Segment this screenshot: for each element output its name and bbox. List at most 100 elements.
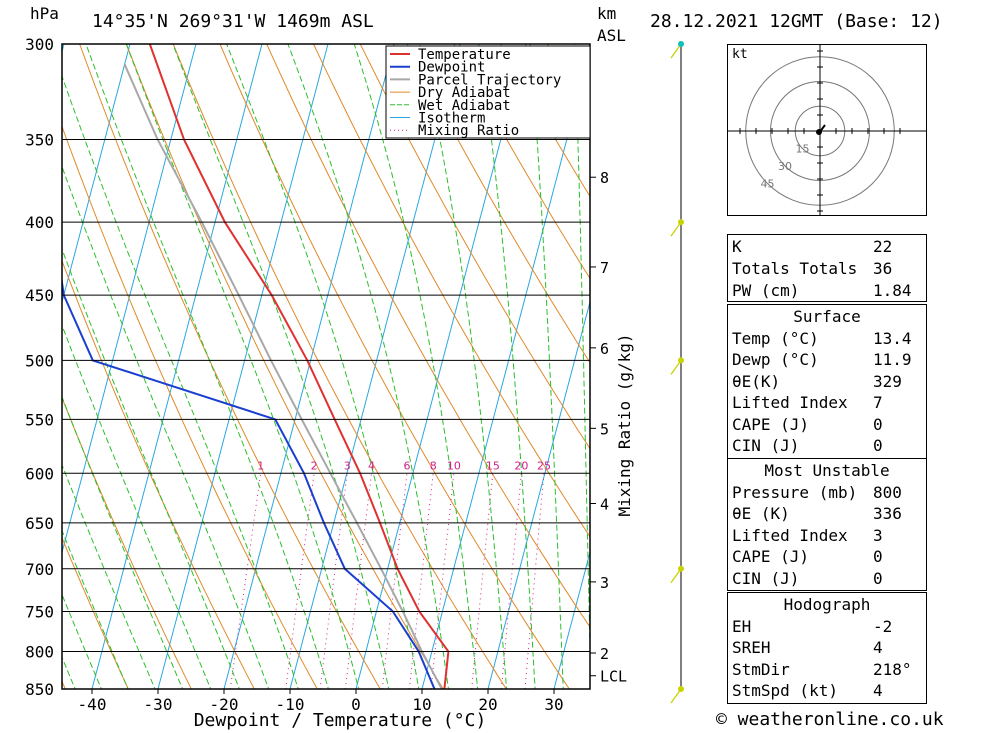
mixing-ratio-label: 4 (368, 459, 375, 472)
isotherm-line (289, 44, 461, 689)
km-tick-label: 3 (600, 574, 609, 592)
wet-adiabat-line (172, 44, 390, 689)
index-key: CAPE (J) (732, 547, 810, 566)
index-value: 11.9 (873, 350, 912, 369)
index-row: K 22 (732, 236, 922, 257)
dry-adiabat-line (219, 44, 570, 689)
index-value: 7 (873, 393, 883, 412)
plot-frame (61, 43, 591, 690)
legend-label: Dry Adiabat (418, 85, 511, 101)
hodograph-ring-label: 15 (795, 143, 809, 156)
pressure-tick-label: 550 (25, 410, 54, 429)
legend-label: Parcel Trajectory (418, 72, 561, 88)
wet-adiabat-line (62, 463, 156, 689)
wind-barb (670, 568, 682, 584)
dry-adiabat-line (172, 44, 507, 689)
wet-adiabat-line (226, 44, 420, 689)
index-row: CIN (J) 0 (732, 568, 922, 589)
mixing-ratio-line (408, 473, 434, 689)
isotherm-line (157, 44, 329, 689)
isotherm-line (487, 299, 590, 689)
legend-label: Temperature (418, 47, 511, 63)
dry-adiabat-line (406, 44, 590, 364)
index-value: 4 (873, 681, 883, 700)
dry-adiabat-line (62, 259, 255, 689)
dry-adiabat-line (453, 44, 590, 280)
wet-adiabat-line (353, 44, 479, 689)
index-key: PW (cm) (732, 281, 800, 300)
mixing-ratio-line (381, 473, 408, 689)
wet-adiabat-line (529, 44, 564, 689)
km-tick-label: 4 (600, 496, 609, 514)
index-value: 0 (873, 547, 883, 566)
location-title: 14°35'N 269°31'W 1469m ASL (92, 11, 374, 32)
surface-title: Surface (793, 307, 861, 326)
mixing-ratio-label: 25 (537, 459, 551, 472)
index-key: SREH (732, 638, 771, 657)
index-value: 0 (873, 415, 883, 434)
index-key: θE(K) (732, 372, 781, 391)
index-row: EH -2 (732, 616, 922, 637)
pressure-tick-label: 300 (25, 35, 54, 54)
index-value: 336 (873, 504, 902, 523)
mixing-ratio-line (430, 473, 455, 689)
index-row: Lifted Index 3 (732, 525, 922, 546)
pressure-tick-label: 450 (25, 286, 54, 305)
dry-adiabat-line (62, 536, 129, 689)
mixing-ratio-axis-title: Mixing Ratio (g/kg) (615, 333, 634, 516)
hodograph-table-title: Hodograph (783, 595, 871, 614)
copyright-link[interactable]: © weatheronline.co.uk (716, 709, 944, 730)
index-key: Lifted Index (732, 393, 848, 412)
isotherm-line (91, 44, 263, 689)
index-key: Temp (°C) (732, 329, 819, 348)
asl-axis-label: ASL (597, 26, 626, 45)
index-row: CAPE (J) 0 (732, 414, 922, 435)
wet-adiabat-line (62, 74, 299, 689)
index-row: CAPE (J) 0 (732, 546, 922, 567)
isotherm-line (62, 44, 197, 555)
index-value: 329 (873, 372, 902, 391)
isotherm-line (553, 550, 590, 689)
index-key: Lifted Index (732, 526, 848, 545)
index-value: 36 (873, 259, 893, 278)
wind-barb (670, 688, 682, 704)
index-row: StmSpd (kt) 4 (732, 680, 922, 701)
index-row: PW (cm) 1.84 (732, 280, 922, 301)
index-key: CIN (J) (732, 569, 800, 588)
wet-adiabat-line (62, 593, 102, 689)
index-key: CAPE (J) (732, 415, 810, 434)
hodograph-table: Hodograph EH -2 SREH 4 StmDir 218° StmSpd (… (727, 592, 927, 704)
wet-adiabat-line (62, 165, 270, 689)
index-key: K (732, 237, 742, 256)
mixing-ratio-label: 2 (311, 459, 318, 472)
legend-label: Dewpoint (418, 60, 485, 76)
x-tick-label: -10 (276, 695, 305, 714)
km-tick-label: 8 (600, 169, 609, 187)
mixing-ratio-label: 8 (430, 459, 437, 472)
index-key: θE (K) (732, 504, 790, 523)
most-unstable-title: Most Unstable (764, 461, 890, 480)
wet-adiabat-line (478, 44, 536, 689)
index-key: StmSpd (kt) (732, 681, 838, 700)
index-key: Pressure (mb) (732, 483, 858, 502)
index-row: θE (K) 336 (732, 503, 922, 524)
pressure-tick-label: 350 (25, 130, 54, 149)
wind-top-dot (678, 41, 684, 47)
index-key: CIN (J) (732, 436, 800, 455)
mixing-ratio-line (524, 473, 545, 689)
index-row: CIN (J) 0 (732, 435, 922, 456)
index-row: Temp (°C) 13.4 (732, 328, 922, 349)
dewpoint-line (62, 275, 436, 689)
wet-adiabat-line (85, 44, 329, 689)
index-row: Dewp (°C) 11.9 (732, 349, 922, 370)
index-value: 0 (873, 436, 883, 455)
mixing-ratio-label: 10 (447, 459, 461, 472)
index-key: Totals Totals (732, 259, 858, 278)
index-value: 218° (873, 660, 912, 679)
pressure-tick-label: 850 (25, 680, 54, 699)
km-tick-label: 5 (600, 420, 609, 438)
mixing-ratio-line (319, 473, 348, 689)
